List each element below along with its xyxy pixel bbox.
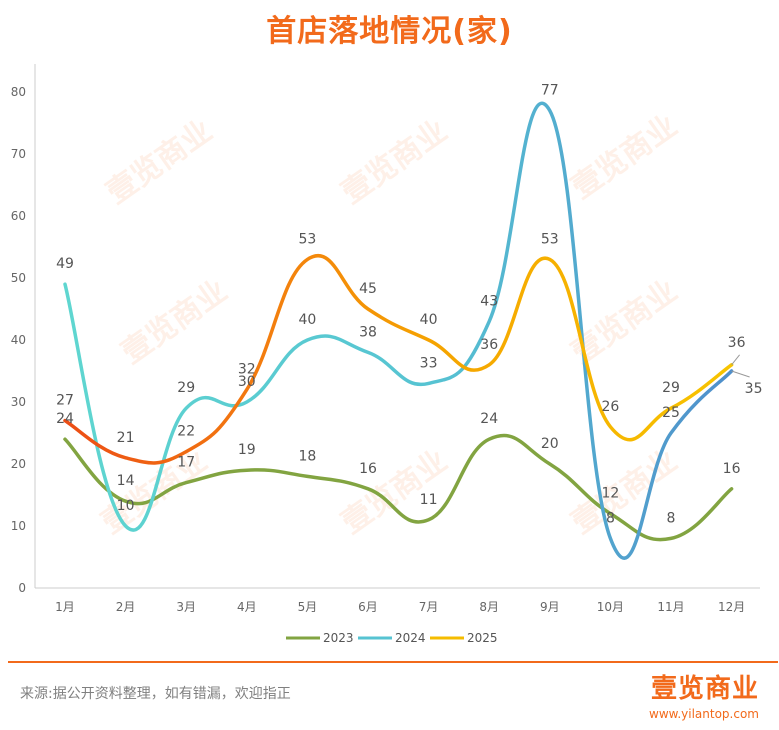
y-tick-label: 70 (11, 147, 26, 161)
y-tick-label: 30 (11, 395, 26, 409)
data-label-2024: 49 (56, 256, 74, 272)
data-label-2025: 36 (728, 335, 746, 351)
data-label-2023: 24 (56, 411, 74, 427)
y-tick-label: 50 (11, 271, 26, 285)
y-tick-label: 60 (11, 209, 26, 223)
data-label-2024: 8 (606, 510, 615, 526)
watermark-text: 壹览商业 (115, 273, 233, 370)
data-label-2025: 45 (359, 281, 377, 297)
x-tick-label: 7月 (419, 600, 439, 614)
data-label-2023: 14 (117, 473, 135, 489)
data-label-2023: 19 (238, 442, 256, 458)
data-label-2024: 30 (238, 374, 256, 390)
data-label-2024: 29 (177, 380, 195, 396)
brand-logo: 壹览商业 (650, 674, 759, 704)
y-tick-label: 20 (11, 457, 26, 471)
data-label-2024: 10 (117, 498, 135, 514)
x-tick-label: 11月 (657, 600, 684, 614)
legend: 2023 2024 2025 (286, 631, 498, 645)
footer-divider (8, 661, 778, 663)
x-tick-label: 2月 (116, 600, 136, 614)
data-label-2023: 12 (601, 486, 619, 502)
source-note: 来源:据公开资料整理，如有错漏，欢迎指正 (20, 686, 291, 702)
data-label-2025: 36 (480, 337, 498, 353)
x-tick-label: 10月 (597, 600, 624, 614)
data-label-2024: 77 (541, 83, 559, 99)
x-tick-label: 12月 (718, 600, 745, 614)
chart-title: 首店落地情况(家) (266, 14, 513, 49)
y-tick-label: 10 (11, 519, 26, 533)
brand-url: www.yilantop.com (649, 707, 759, 721)
x-tick-label: 8月 (479, 600, 499, 614)
data-label-2025: 21 (117, 430, 135, 446)
y-tick-label: 80 (11, 85, 26, 99)
data-label-2024: 40 (298, 312, 316, 328)
watermark-text: 壹览商业 (335, 113, 453, 210)
series-line-2023 (63, 433, 734, 542)
x-tick-label: 9月 (540, 600, 560, 614)
data-label-2023: 17 (177, 455, 195, 471)
data-label-2023: 24 (480, 411, 498, 427)
data-label-2025: 29 (662, 380, 680, 396)
data-label-2024: 43 (480, 293, 498, 309)
x-tick-label: 4月 (237, 600, 257, 614)
data-label-2023: 20 (541, 436, 559, 452)
legend-label-2025: 2025 (467, 631, 498, 645)
data-label-2023: 16 (723, 461, 741, 477)
x-tick-label: 5月 (298, 600, 318, 614)
data-label-2023: 18 (298, 448, 316, 464)
x-tick-label: 1月 (55, 600, 75, 614)
data-label-2024: 25 (662, 405, 680, 421)
y-tick-label: 0 (18, 581, 26, 595)
leader-line (731, 354, 740, 366)
data-label-2025: 26 (601, 399, 619, 415)
data-label-2024: 33 (420, 355, 438, 371)
watermark-text: 壹览商业 (100, 113, 218, 210)
data-label-2025: 27 (56, 393, 74, 409)
data-label-2023: 11 (420, 492, 438, 508)
data-label-2024: 35 (745, 381, 763, 397)
legend-label-2024: 2024 (395, 631, 426, 645)
series-line-2025 (63, 254, 734, 465)
x-tick-label: 6月 (358, 600, 378, 614)
data-label-2025: 22 (177, 424, 195, 440)
brand-block: 壹览商业 www.yilantop.com (649, 668, 759, 721)
data-label-2025: 53 (298, 231, 316, 247)
data-label-2025: 40 (420, 312, 438, 328)
data-label-2023: 8 (667, 510, 676, 526)
data-label-2025: 32 (238, 362, 256, 378)
x-tick-label: 3月 (176, 600, 196, 614)
data-label-2025: 53 (541, 231, 559, 247)
data-label-2023: 16 (359, 461, 377, 477)
series-line-2024 (63, 101, 734, 560)
watermark-text: 壹览商业 (565, 108, 683, 205)
legend-label-2023: 2023 (323, 631, 354, 645)
leader-line (731, 370, 750, 378)
data-label-2024: 38 (359, 324, 377, 340)
y-tick-label: 40 (11, 333, 26, 347)
